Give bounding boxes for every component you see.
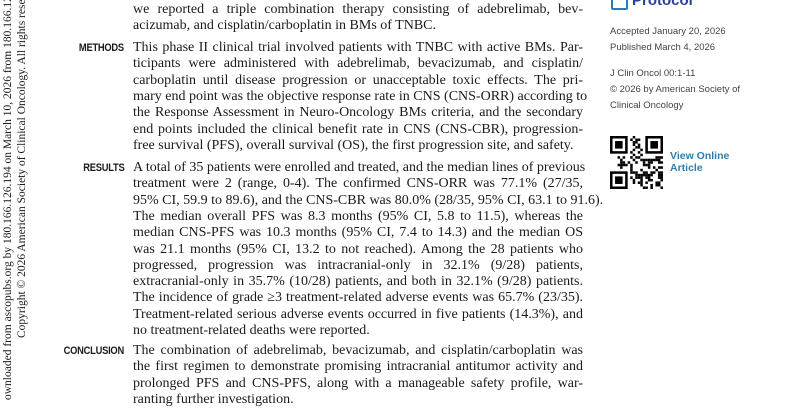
methods-text-line: end points included the clinical benefit… (133, 121, 583, 137)
methods-text-line: the Response Assessment in Neuro-Oncolog… (133, 105, 583, 121)
results-text-line: Treatment-related serious adverse events… (133, 306, 583, 322)
methods-text-line: mary end point was the objective respons… (133, 88, 588, 104)
results-text-line: extracranial-only in 35.7% (10/28) patie… (133, 274, 583, 290)
download-notice: ownloaded from ascopubs.org by 180.166.1… (2, 0, 14, 400)
intro-text-line: we reported a triple combination therapy… (133, 2, 583, 17)
protocol-link[interactable]: Protocol (611, 0, 693, 10)
view-online-link[interactable]: View Online (670, 150, 730, 162)
conclusion-text-line: The combination of adebrelimab, bevacizu… (133, 343, 583, 358)
copyright-line: © 2026 by American Society of (610, 84, 741, 95)
results-text-line: no treatment-related deaths were reporte… (133, 323, 370, 338)
conclusion-label: CONCLUSION (63, 345, 125, 357)
results-text-line: The incidence of grade ≥3 treatment-rela… (133, 290, 583, 306)
accepted-date: Accepted January 20, 2026 (610, 26, 726, 37)
results-text-line: A total of 35 patients were enrolled and… (133, 160, 586, 175)
methods-text-line: free survival (PFS), overall survival (O… (133, 137, 574, 153)
methods-label: METHODS (79, 42, 124, 54)
view-online-link-2[interactable]: Article (670, 162, 703, 174)
published-date: Published March 4, 2026 (610, 42, 716, 53)
results-text-line: 95% CI, 59.9 to 89.6), and the CNS-CBR w… (133, 192, 604, 208)
results-text-line: treatment were 2 (range, 0-4). The confi… (133, 176, 583, 192)
intro-text-line: acizumab, and cisplatin/carboplatin in B… (133, 18, 437, 34)
methods-text-line: ticipants were administered with adebrel… (133, 56, 583, 72)
download-watermark: ownloaded from ascopubs.org by 180.166.1… (0, 0, 40, 400)
conclusion-text-line: prolonged PFS and CNS-PFS, along with a … (133, 375, 583, 391)
protocol-icon (611, 0, 628, 10)
copyright-line-2: Clinical Oncology (610, 100, 684, 111)
results-text-line: progressed, progression was intracranial… (133, 257, 583, 273)
methods-text-line: This phase II clinical trial involved pa… (133, 40, 583, 55)
results-text-line: was 21.1 months (95% CI, 13.2 to not rea… (133, 241, 583, 257)
copyright-notice: Copyright © 2026 American Society of Cli… (16, 0, 28, 338)
results-text-line: The median overall PFS was 8.3 months (9… (133, 208, 583, 224)
methods-text-line: carboplatin until disease progression or… (133, 72, 583, 88)
qr-code-icon[interactable] (610, 136, 663, 189)
conclusion-text-line: the first regimen to demonstrate promisi… (133, 359, 583, 375)
citation: J Clin Oncol 00:1-11 (610, 68, 696, 79)
results-label: RESULTS (82, 162, 124, 174)
results-text-line: median CNS-PFS was 10.3 months (95% CI, … (133, 225, 583, 241)
